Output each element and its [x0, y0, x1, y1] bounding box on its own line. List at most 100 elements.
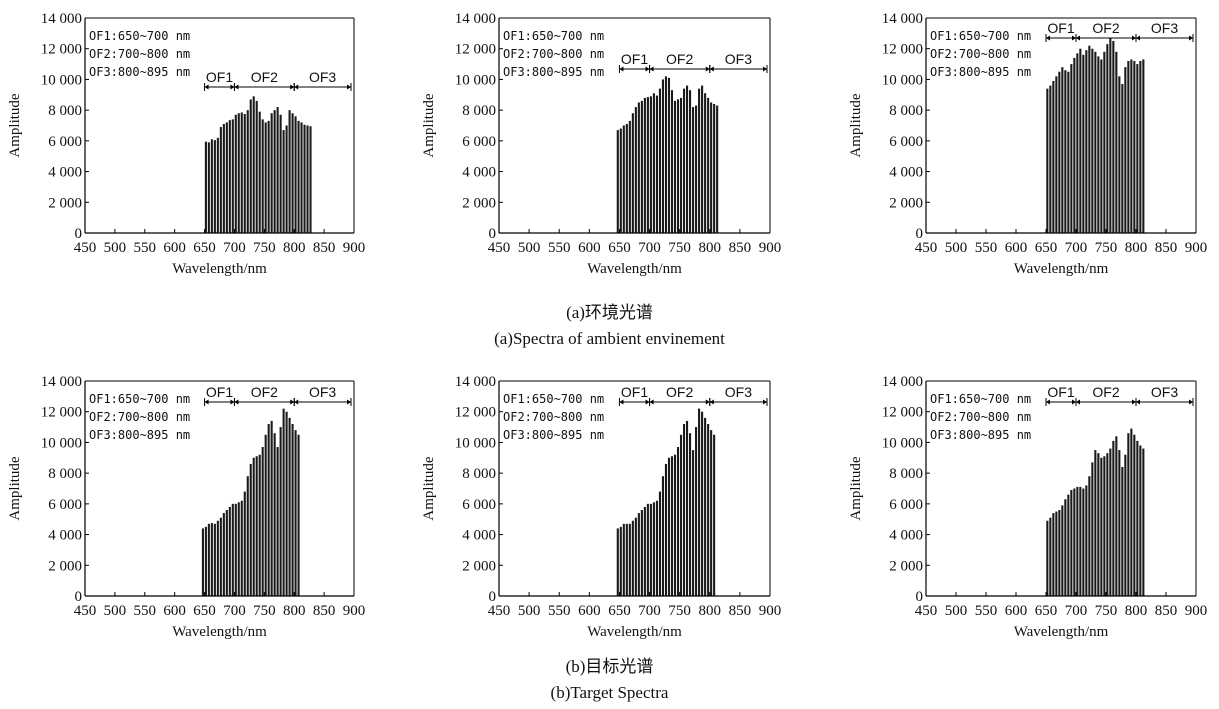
bar: [267, 120, 270, 233]
y-tick-label: 12 000: [882, 42, 923, 58]
bar: [1088, 45, 1091, 233]
band-label: OF2: [1092, 384, 1119, 400]
band-arrow-head: [649, 66, 654, 72]
x-tick-label: 850: [313, 240, 336, 256]
band-label: OF3: [1151, 384, 1178, 400]
legend-line: OF2:700~800 nm: [930, 47, 1031, 61]
x-tick-label: 800: [283, 603, 306, 619]
y-tick-label: 14 000: [882, 11, 923, 27]
x-tick-label: 600: [163, 240, 186, 256]
legend-line: OF1:650~700 nm: [503, 29, 604, 43]
band-label: OF2: [1092, 20, 1119, 36]
x-tick-label: 500: [518, 603, 541, 619]
x-tick-label: 550: [548, 240, 571, 256]
band-arrow-head: [705, 399, 710, 405]
bar: [667, 77, 671, 233]
bar: [670, 456, 674, 596]
band-label: OF1: [621, 51, 648, 67]
bar: [713, 104, 716, 233]
bar: [282, 130, 285, 233]
y-tick-label: 6 000: [462, 497, 496, 513]
y-tick-label: 2 000: [889, 195, 923, 211]
x-tick-label: 700: [638, 603, 661, 619]
x-tick-label: 650: [1035, 603, 1058, 619]
bar: [1094, 450, 1097, 596]
bar: [673, 454, 677, 596]
x-axis-label: Wavelength/nm: [172, 261, 267, 277]
bar: [258, 111, 261, 233]
bar: [204, 141, 207, 234]
bar: [1097, 56, 1100, 233]
y-tick-label: 2 000: [889, 558, 923, 574]
x-tick-label: 550: [975, 240, 998, 256]
y-tick-label: 6 000: [889, 134, 923, 150]
bar: [704, 417, 707, 596]
bar: [1067, 71, 1070, 233]
band-label: OF1: [1047, 20, 1074, 36]
bar: [634, 517, 637, 596]
x-tick-label: 850: [313, 603, 336, 619]
legend-line: OF1:650~700 nm: [503, 392, 604, 406]
bar: [1115, 436, 1118, 596]
y-tick-label: 12 000: [455, 405, 496, 421]
x-tick-label: 800: [1125, 603, 1148, 619]
bar: [1049, 517, 1052, 596]
y-tick-label: 2 000: [462, 558, 496, 574]
bar: [640, 510, 643, 596]
bar: [676, 99, 680, 233]
y-axis-label: Amplitude: [421, 93, 437, 158]
chart-panel-3: 450 500 550 600 650 700 750 800 850 900 0 2 000 4 00…: [848, 11, 1207, 277]
bar: [288, 110, 291, 233]
legend-line: OF2:700~800 nm: [89, 47, 190, 61]
band-arrow-head: [347, 84, 352, 90]
legend-line: OF1:650~700 nm: [930, 392, 1031, 406]
band-arrow-head: [1076, 399, 1080, 405]
band-arrow-head: [1076, 35, 1080, 41]
y-tick-label: 12 000: [882, 405, 923, 421]
bar: [294, 116, 297, 233]
bar: [297, 434, 300, 596]
band-arrow-head: [619, 66, 624, 72]
bar: [1079, 48, 1082, 234]
bar: [1094, 51, 1097, 233]
y-tick-label: 0: [489, 226, 497, 242]
x-tick-label: 500: [945, 240, 968, 256]
band-arrow-head: [762, 66, 767, 72]
band-arrow-head: [234, 399, 239, 405]
bar: [282, 408, 285, 596]
y-tick-label: 0: [916, 226, 924, 242]
bar: [682, 424, 686, 596]
band-arrow-head: [1072, 35, 1076, 41]
x-tick-label: 500: [518, 240, 541, 256]
x-tick-label: 750: [668, 240, 691, 256]
band-label: OF1: [1047, 384, 1074, 400]
y-tick-label: 6 000: [48, 497, 82, 513]
bar: [643, 506, 646, 596]
bar: [1127, 61, 1130, 233]
bar: [704, 93, 707, 233]
bar: [667, 457, 671, 596]
band-label: OF2: [666, 384, 693, 400]
bar: [279, 427, 282, 596]
bar: [252, 457, 255, 596]
x-tick-label: 450: [74, 240, 97, 256]
legend-line: OF3:800~895 nm: [503, 65, 604, 79]
x-tick-label: 900: [1185, 603, 1208, 619]
band-label: OF3: [725, 51, 752, 67]
bar: [655, 500, 658, 596]
bar: [1112, 440, 1115, 596]
x-tick-label: 650: [1035, 240, 1058, 256]
y-tick-label: 2 000: [48, 558, 82, 574]
x-tick-label: 600: [578, 240, 601, 256]
bar: [1142, 59, 1145, 234]
band-arrow-head: [294, 399, 299, 405]
bar: [698, 88, 701, 233]
bar: [631, 113, 634, 233]
bar: [279, 114, 282, 233]
band-arrow-head: [1189, 399, 1193, 405]
bar: [1076, 486, 1079, 596]
band-label: OF2: [251, 69, 278, 85]
y-tick-label: 12 000: [41, 42, 82, 58]
bar: [210, 139, 213, 233]
bar: [1127, 433, 1130, 596]
